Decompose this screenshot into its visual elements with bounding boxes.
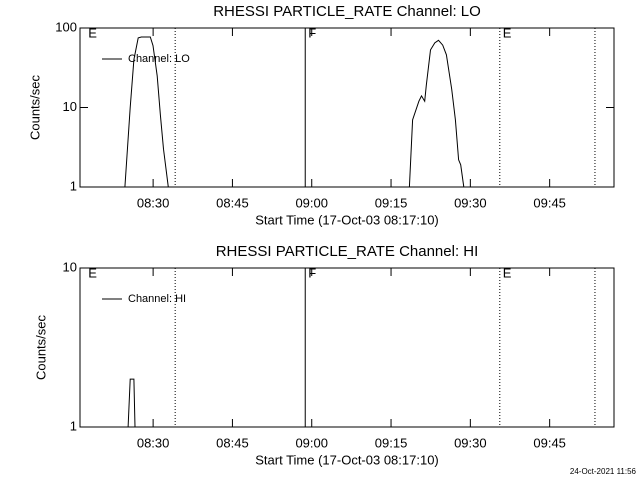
event-label: E	[88, 25, 97, 40]
x-axis-label: Start Time (17-Oct-03 08:17:10)	[255, 452, 439, 467]
x-tick-label: 08:45	[216, 195, 249, 210]
y-tick-label: 1	[70, 418, 77, 433]
plot-frame	[79, 267, 615, 428]
legend-label: Channel: LO	[128, 53, 190, 65]
x-tick-label: 08:30	[137, 435, 170, 450]
legend-label: Channel: HI	[128, 293, 186, 305]
event-label: E	[88, 265, 97, 280]
x-tick-label: 09:45	[533, 435, 566, 450]
y-tick-label: 1	[70, 178, 77, 193]
x-tick-label: 08:30	[137, 195, 170, 210]
x-tick-label: 09:00	[295, 435, 328, 450]
series-line	[124, 36, 465, 188]
x-tick-label: 09:15	[375, 435, 408, 450]
event-label: F	[308, 265, 316, 280]
chart-title: RHESSI PARTICLE_RATE Channel: LO	[213, 3, 481, 20]
x-tick-label: 09:15	[375, 195, 408, 210]
event-label: E	[503, 265, 512, 280]
event-label: F	[308, 25, 316, 40]
chart-title: RHESSI PARTICLE_RATE Channel: HI	[216, 243, 479, 260]
x-tick-label: 09:30	[454, 195, 487, 210]
x-tick-label: 09:00	[295, 195, 328, 210]
y-axis-label: Counts/sec	[33, 314, 48, 380]
x-tick-label: 08:45	[216, 435, 249, 450]
footer: 24-Oct-2021 11:56	[570, 467, 637, 476]
x-tick-label: 09:30	[454, 435, 487, 450]
y-tick-label: 100	[55, 19, 77, 34]
event-label: E	[503, 25, 512, 40]
x-axis-label: Start Time (17-Oct-03 08:17:10)	[255, 212, 439, 227]
y-tick-label: 10	[63, 99, 77, 114]
y-tick-label: 10	[63, 259, 77, 274]
x-tick-label: 09:45	[533, 195, 566, 210]
series-line	[127, 378, 136, 428]
y-axis-label: Counts/sec	[27, 74, 42, 140]
